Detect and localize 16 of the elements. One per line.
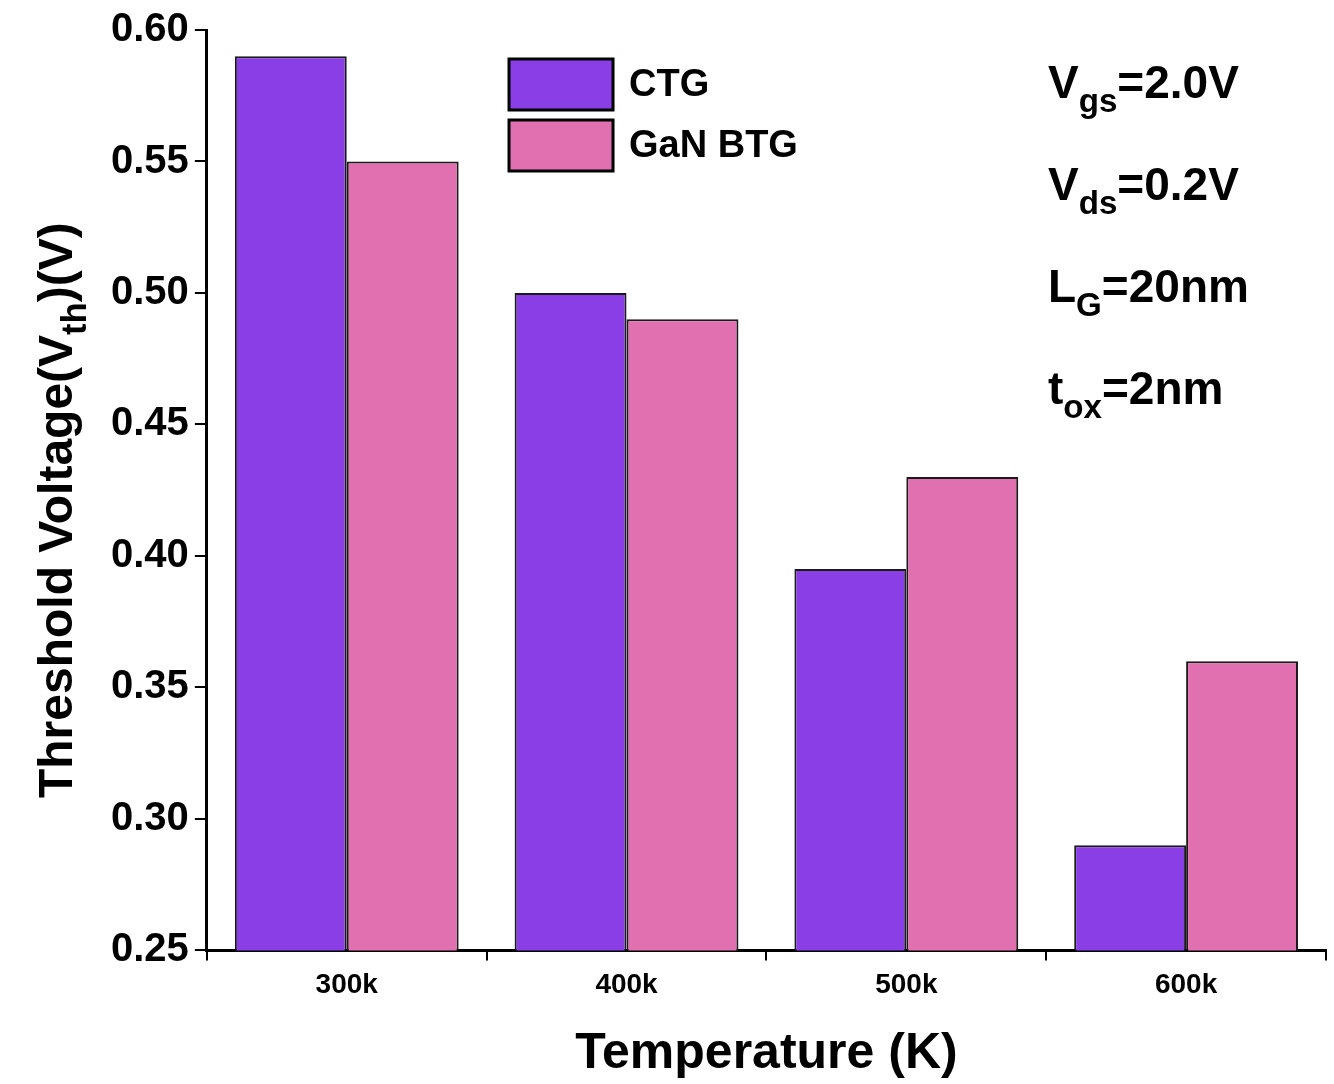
- x-tick-label: 500k: [875, 967, 938, 999]
- x-tick-label: 300k: [315, 967, 379, 999]
- legend-label: CTG: [629, 62, 710, 105]
- y-tick-label: 0.60: [110, 5, 189, 50]
- y-tick-label: 0.55: [110, 136, 189, 181]
- y-tick-label: 0.30: [110, 793, 189, 838]
- legend-label: GaN BTG: [629, 123, 798, 166]
- y-tick-label: 0.45: [110, 399, 189, 444]
- y-axis-title: Threshold Voltage(Vth)(V): [29, 222, 94, 799]
- y-tick-label: 0.25: [110, 925, 189, 970]
- x-tick-label: 400k: [595, 967, 659, 999]
- x-axis-title: Temperature (K): [575, 1022, 958, 1079]
- y-tick-label: 0.40: [110, 530, 189, 575]
- x-tick-label: 600k: [1154, 967, 1218, 999]
- y-tick-label: 0.35: [110, 662, 189, 707]
- y-tick-label: 0.50: [110, 268, 189, 312]
